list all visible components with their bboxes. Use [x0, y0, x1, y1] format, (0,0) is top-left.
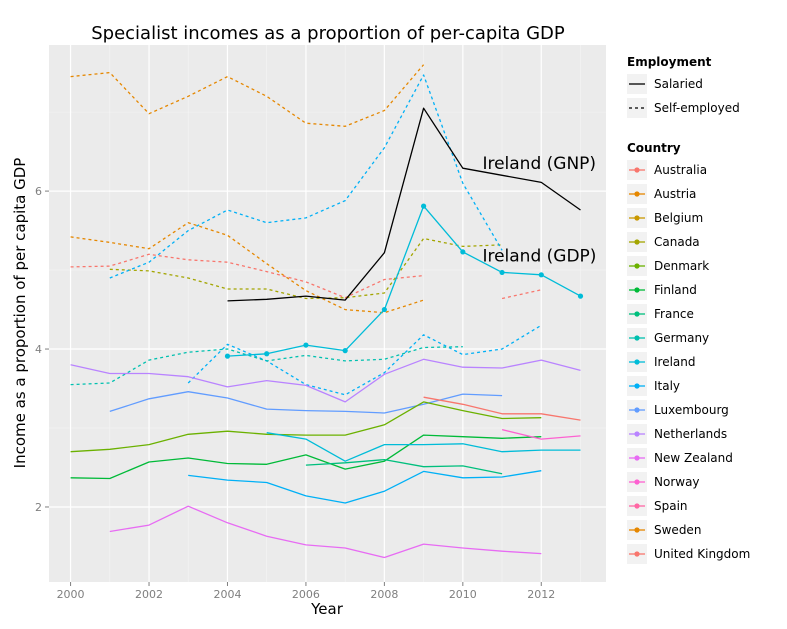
legend-country: Country Australia Austria Belgium Canada Den… — [627, 141, 750, 564]
series-line-italy-salaried — [266, 432, 581, 462]
series-line-sweden-salaried — [501, 428, 581, 440]
series-line-germany-self — [70, 346, 463, 386]
series-line-italy-self — [187, 324, 542, 396]
legend-label-country: Finland — [654, 283, 697, 297]
legend-key-point — [634, 311, 640, 317]
series-line-ireland-salaried — [227, 205, 581, 357]
grid-major — [49, 45, 606, 582]
series-line-italy-self — [109, 74, 503, 279]
y-axis-ticks: 2 4 6 — [35, 185, 49, 514]
y-tick-label: 2 — [35, 501, 42, 514]
chart-title: Specialist incomes as a proportion of pe… — [91, 23, 565, 44]
series-line-austria-self — [70, 64, 425, 127]
legend-label-country: France — [654, 307, 694, 321]
legend-key-point — [634, 239, 640, 245]
data-point — [224, 353, 231, 359]
legend-key-point — [634, 431, 640, 437]
legend-label-country: Sweden — [654, 523, 701, 537]
legend-key-point — [634, 407, 640, 413]
y-axis-label: Income as a proportion of per capita GDP — [11, 158, 29, 469]
legend-key-point — [634, 215, 640, 221]
series-line-australia-self — [501, 289, 542, 300]
legend-key-point — [634, 551, 640, 557]
annotation-label: Ireland (GNP) — [482, 154, 596, 174]
marker-layer — [224, 203, 584, 359]
legend-label-country: Ireland — [654, 355, 696, 369]
plot-panel — [49, 45, 606, 582]
legend-key-point — [634, 335, 640, 341]
data-point — [538, 272, 544, 278]
legend-key-point — [634, 503, 640, 509]
legend-label-country: Canada — [654, 235, 700, 249]
legend-key-point — [634, 479, 640, 485]
legend-key-point — [634, 383, 640, 389]
legend-label-country: Belgium — [654, 211, 703, 225]
legend-label-country: Denmark — [654, 259, 709, 273]
legend-label-country: New Zealand — [654, 451, 733, 465]
series-line-united-kingdom-salaried — [423, 396, 581, 421]
legend-employment-title: Employment — [627, 55, 712, 69]
legend-key-point — [634, 527, 640, 533]
series-line-france-salaried — [305, 458, 503, 475]
series-line-norway-salaried — [109, 505, 542, 559]
x-tick-label: 2012 — [527, 588, 555, 601]
x-tick-label: 2008 — [370, 588, 398, 601]
legend-label-self: Self-employed — [654, 101, 740, 115]
data-point — [577, 293, 584, 299]
x-tick-label: 2004 — [213, 588, 241, 601]
annotation-label: Ireland (GDP) — [482, 246, 596, 266]
series-line-netherlands-salaried — [109, 391, 503, 414]
x-tick-label: 2002 — [135, 588, 163, 601]
x-tick-label: 2000 — [57, 588, 85, 601]
legend-key-point — [634, 263, 640, 269]
legend-label-country: Austria — [654, 187, 696, 201]
legend-key-point — [634, 287, 640, 293]
legend-label-country: Germany — [654, 331, 709, 345]
legend-key-point — [634, 167, 640, 173]
legend-label-country: United Kingdom — [654, 547, 750, 561]
legend-label-country: Spain — [654, 499, 688, 513]
series-line-canada-self — [109, 237, 503, 300]
x-tick-label: 2006 — [292, 588, 320, 601]
legend-employment: Employment Salaried Self-employed — [627, 55, 740, 118]
series-line-new-zealand-salaried — [70, 358, 581, 403]
legend-country-title: Country — [627, 141, 681, 155]
legend-label-salaried: Salaried — [654, 77, 703, 91]
data-point — [342, 348, 348, 354]
data-point — [303, 342, 309, 348]
data-point — [264, 351, 270, 357]
series-line-austria-self — [70, 222, 424, 314]
data-point — [460, 249, 466, 255]
annotation-layer: Ireland (GNP) Ireland (GDP) — [482, 154, 596, 266]
series-layer — [70, 64, 581, 559]
x-axis-label: Year — [310, 600, 344, 618]
legend-label-country: Norway — [654, 475, 700, 489]
y-tick-label: 6 — [35, 185, 42, 198]
legend-key-point — [634, 359, 640, 365]
legend-label-country: Luxembourg — [654, 403, 729, 417]
legend-key-point — [634, 191, 640, 197]
series-line-denmark-salaried — [70, 401, 542, 453]
series-line-luxembourg-salaried — [188, 470, 542, 504]
data-point — [421, 203, 427, 209]
legend-label-country: Australia — [654, 163, 707, 177]
data-point — [499, 269, 505, 276]
series-line-ireland-salaried — [227, 107, 581, 302]
legend-label-country: Italy — [654, 379, 680, 393]
data-point — [381, 306, 387, 313]
legend-label-country: Netherlands — [654, 427, 727, 441]
x-tick-label: 2010 — [449, 588, 477, 601]
series-line-finland-salaried — [70, 434, 542, 480]
y-tick-label: 4 — [35, 343, 42, 356]
legend-key-point — [634, 455, 640, 461]
x-axis-ticks: 2000 2002 2004 2006 2008 2010 2012 — [57, 582, 555, 601]
